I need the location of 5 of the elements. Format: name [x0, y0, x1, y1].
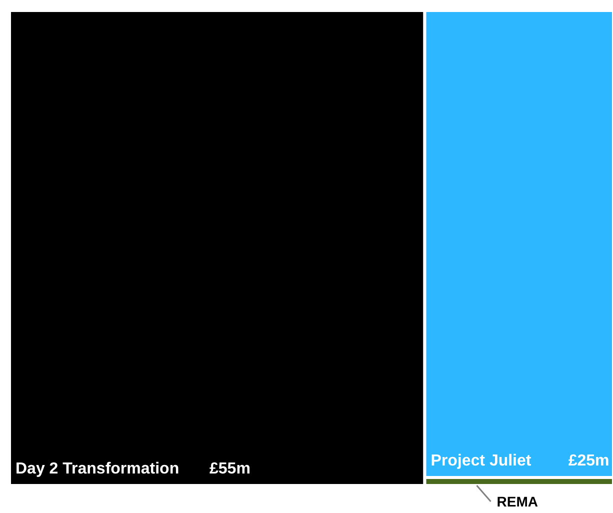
category-label: Project Juliet	[430, 452, 532, 470]
category-label: Day 2 Transformation	[16, 460, 180, 478]
category-label: REMA	[496, 494, 538, 510]
data-label: £25m	[568, 452, 610, 470]
data-label: £55m	[210, 460, 250, 478]
